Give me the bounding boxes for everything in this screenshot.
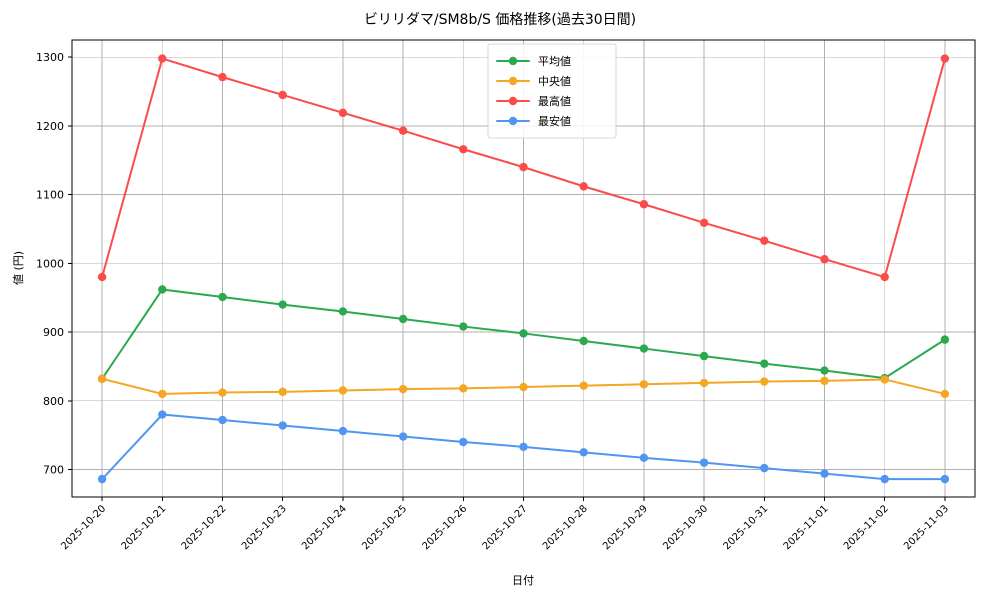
data-point [820, 366, 829, 375]
data-point [338, 426, 348, 436]
data-point [699, 378, 709, 388]
data-point [880, 474, 889, 484]
data-point [158, 410, 167, 419]
data-point [639, 344, 649, 353]
data-point [880, 272, 889, 282]
plot-frame [71, 39, 976, 498]
y-tick-label: 1100 [36, 189, 64, 202]
y-axis-ticks: 700 800 900 1000 1100 1200 1300 [36, 51, 72, 477]
legend-swatch-marker [508, 76, 518, 86]
chart-title: ビリリダマ/SM8b/S 価格推移(過去30日間) [364, 12, 636, 28]
data-point [158, 54, 167, 63]
data-point [97, 272, 107, 282]
data-point [639, 380, 649, 389]
data-point [338, 307, 348, 316]
data-point [699, 218, 709, 227]
y-tick-label: 900 [43, 326, 64, 339]
data-point [398, 384, 408, 394]
data-point [579, 381, 588, 390]
y-tick-label: 1200 [36, 120, 64, 133]
legend-swatch-marker [508, 96, 518, 106]
data-point [940, 474, 950, 484]
data-point [760, 463, 769, 473]
data-point [579, 182, 588, 191]
data-point [218, 72, 227, 82]
legend-label-中央値[interactable]: 中央値 [538, 75, 571, 88]
data-point [940, 54, 950, 63]
data-point [398, 126, 408, 135]
data-point [579, 448, 588, 457]
data-point [699, 351, 709, 361]
legend-label-最安値[interactable]: 最安値 [538, 115, 571, 128]
data-point [760, 236, 769, 245]
data-point [278, 387, 287, 397]
data-point [820, 255, 829, 264]
data-point [218, 292, 227, 302]
data-point [459, 145, 468, 154]
data-point [278, 90, 287, 100]
y-tick-label: 1000 [36, 257, 64, 270]
data-point [158, 389, 167, 399]
data-point [218, 415, 227, 425]
series-中央値 [97, 374, 950, 399]
data-point [519, 329, 528, 338]
x-axis-label: 日付 [512, 574, 534, 587]
y-tick-label: 700 [43, 464, 64, 477]
data-point [639, 200, 649, 209]
data-point [880, 375, 889, 384]
data-series [97, 54, 950, 484]
data-point [338, 386, 348, 395]
legend-label-最高値[interactable]: 最高値 [538, 94, 571, 108]
data-point [218, 388, 227, 397]
legend-label-平均値[interactable]: 平均値 [538, 54, 571, 68]
data-point [760, 359, 769, 368]
y-axis-label: 値 (円) [12, 251, 25, 285]
data-point [820, 469, 829, 478]
legend-swatch-marker [508, 116, 518, 126]
data-point [820, 376, 829, 386]
data-point [940, 389, 950, 399]
data-point [519, 442, 528, 452]
data-point [338, 108, 348, 118]
data-point [579, 336, 588, 346]
data-point [519, 382, 528, 392]
data-point [639, 453, 649, 463]
y-tick-label: 1300 [36, 51, 64, 64]
series-最安値 [97, 410, 950, 484]
data-point [459, 437, 468, 447]
series-最高値 [97, 54, 950, 282]
data-point [940, 335, 950, 344]
legend-swatch-marker [508, 56, 518, 66]
data-point [519, 162, 528, 172]
y-tick-label: 800 [43, 395, 64, 408]
data-point [459, 322, 468, 331]
data-point [398, 432, 408, 441]
data-point [398, 314, 408, 324]
data-point [459, 384, 468, 393]
data-point [278, 421, 287, 430]
legend-background [487, 43, 617, 139]
data-point [97, 474, 107, 484]
data-point [699, 458, 709, 467]
data-point [158, 285, 167, 294]
data-point [97, 374, 107, 383]
data-point [760, 377, 769, 386]
data-point [278, 300, 287, 309]
